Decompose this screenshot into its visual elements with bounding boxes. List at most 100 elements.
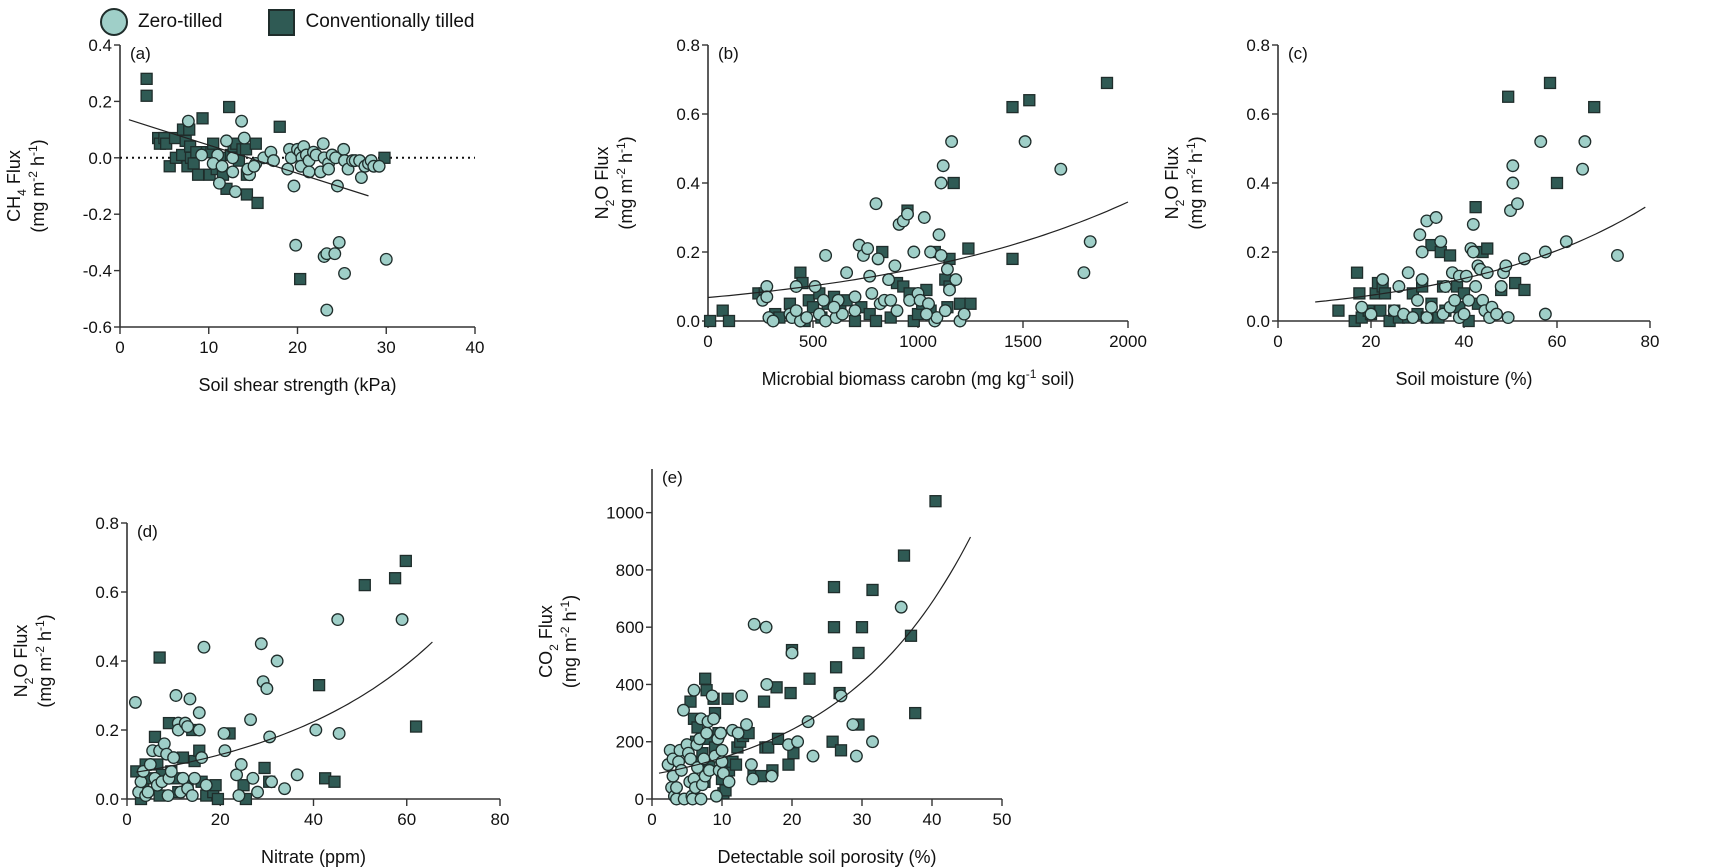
data-point-zero-tilled — [290, 768, 304, 782]
x-tick-label: 0 — [647, 810, 656, 829]
data-point-conventionally-tilled — [794, 266, 807, 279]
data-point-conventionally-tilled — [1588, 100, 1601, 114]
data-point-conventionally-tilled — [1443, 249, 1457, 262]
x-tick-label: 0 — [703, 332, 712, 351]
data-point-zero-tilled — [322, 162, 336, 176]
data-point-zero-tilled — [1578, 135, 1592, 149]
legend-label: Zero-tilled — [138, 11, 223, 32]
x-tick-label: 10 — [199, 338, 218, 357]
x-tick-label: 30 — [377, 338, 396, 357]
y-axis-title: N2O Flux — [11, 625, 36, 698]
data-point-zero-tilled — [289, 238, 303, 252]
data-point-zero-tilled — [237, 131, 251, 145]
data-point-zero-tilled — [1424, 300, 1438, 314]
data-point-conventionally-tilled — [273, 120, 286, 133]
data-point-zero-tilled — [141, 785, 155, 799]
data-point-zero-tilled — [1466, 245, 1480, 259]
data-point-zero-tilled — [195, 148, 209, 162]
data-point-zero-tilled — [338, 266, 351, 280]
data-point-zero-tilled — [320, 303, 334, 317]
data-point-zero-tilled — [1018, 135, 1032, 149]
y-axis-title: CO2 Flux — [536, 605, 561, 678]
y-tick-label: 800 — [616, 561, 644, 580]
square-marker-icon — [268, 8, 296, 36]
y-tick-label: 0.2 — [95, 721, 119, 740]
x-tick-label: 50 — [993, 810, 1012, 829]
data-point-zero-tilled — [1469, 280, 1483, 293]
data-point-conventionally-tilled — [409, 720, 423, 733]
x-tick-label: 40 — [1455, 332, 1474, 351]
x-tick-label: 10 — [713, 810, 732, 829]
data-point-conventionally-tilled — [866, 583, 879, 597]
data-point-zero-tilled — [1448, 293, 1462, 307]
data-point-zero-tilled — [395, 613, 409, 627]
data-point-zero-tilled — [1538, 245, 1552, 259]
data-point-zero-tilled — [819, 248, 833, 262]
x-tick-label: 30 — [853, 810, 872, 829]
x-tick-label: 80 — [491, 810, 510, 829]
data-point-zero-tilled — [740, 718, 753, 731]
y-tick-label: 0.0 — [95, 790, 119, 809]
data-point-zero-tilled — [212, 176, 226, 190]
data-point-zero-tilled — [865, 286, 879, 300]
data-point-conventionally-tilled — [953, 297, 967, 310]
data-point-zero-tilled — [215, 159, 229, 173]
data-point-zero-tilled — [246, 771, 260, 785]
y-axis-unit: (mg m-2 h-1) — [26, 139, 48, 232]
y-tick-label: 0.6 — [676, 105, 700, 124]
data-point-conventionally-tilled — [1350, 266, 1364, 279]
data-point-conventionally-tilled — [1023, 94, 1036, 107]
data-point-conventionally-tilled — [703, 314, 717, 328]
data-point-conventionally-tilled — [947, 176, 960, 190]
data-point-zero-tilled — [195, 751, 209, 765]
data-point-zero-tilled — [157, 737, 171, 751]
data-point-zero-tilled — [707, 712, 721, 726]
data-point-conventionally-tilled — [163, 160, 176, 173]
data-point-conventionally-tilled — [328, 775, 341, 788]
data-point-zero-tilled — [1517, 252, 1531, 266]
legend-item-conventionally-tilled: Conventionally tilled — [268, 8, 474, 36]
panel-label: (c) — [1288, 44, 1308, 63]
data-point-zero-tilled — [670, 781, 683, 794]
data-point-zero-tilled — [169, 689, 183, 702]
data-point-zero-tilled — [694, 792, 708, 806]
data-point-conventionally-tilled — [1509, 276, 1522, 290]
x-tick-label: 20 — [288, 338, 307, 357]
data-point-zero-tilled — [332, 727, 346, 740]
x-tick-label: 60 — [397, 810, 416, 829]
data-point-zero-tilled — [1501, 311, 1515, 325]
data-point-conventionally-tilled — [806, 301, 820, 314]
data-point-zero-tilled — [827, 300, 841, 314]
data-point-zero-tilled — [791, 735, 805, 749]
data-point-zero-tilled — [709, 789, 723, 803]
data-point-zero-tilled — [760, 678, 774, 691]
y-tick-label: 600 — [616, 618, 644, 637]
data-point-zero-tilled — [183, 692, 197, 706]
data-point-conventionally-tilled — [388, 572, 402, 585]
y-tick-label: 0.8 — [1246, 36, 1270, 55]
x-axis-title: Soil moisture (%) — [1395, 369, 1532, 389]
data-point-zero-tilled — [134, 775, 148, 789]
data-point-zero-tilled — [251, 785, 264, 799]
y-tick-label: 0.2 — [676, 243, 700, 262]
x-tick-label: 60 — [1548, 332, 1567, 351]
data-point-zero-tilled — [128, 695, 142, 709]
data-point-zero-tilled — [861, 242, 875, 256]
data-point-conventionally-tilled — [240, 188, 254, 201]
data-point-zero-tilled — [1364, 307, 1378, 321]
data-point-zero-tilled — [1355, 300, 1369, 314]
data-point-zero-tilled — [228, 185, 242, 199]
fit-curve — [707, 201, 1129, 299]
data-point-zero-tilled — [234, 758, 248, 771]
data-point-zero-tilled — [1420, 311, 1434, 325]
data-point-zero-tilled — [328, 247, 342, 261]
data-point-zero-tilled — [817, 293, 830, 307]
data-point-conventionally-tilled — [1353, 287, 1366, 300]
x-axis-title: Nitrate (ppm) — [261, 847, 366, 867]
data-point-zero-tilled — [1457, 307, 1471, 321]
data-point-zero-tilled — [1610, 248, 1624, 262]
data-point-zero-tilled — [254, 637, 268, 651]
data-point-zero-tilled — [934, 176, 948, 190]
data-point-conventionally-tilled — [1332, 304, 1345, 317]
data-point-zero-tilled — [871, 252, 885, 266]
